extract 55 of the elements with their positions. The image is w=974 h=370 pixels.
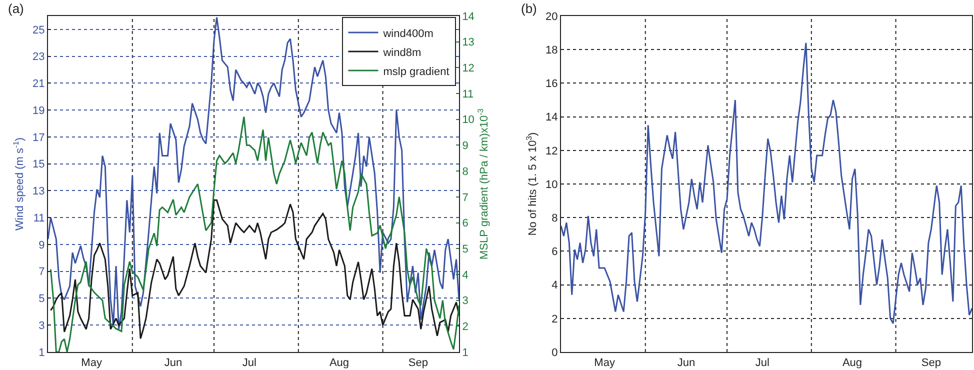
y-tick-label: 7 (38, 266, 45, 278)
y2-tick-label: 3 (462, 295, 468, 308)
x-tick-label: Aug (842, 357, 862, 370)
y-tick-label: 6 (552, 246, 558, 258)
y2-tick-label: 10 (462, 114, 474, 126)
chart-title: (b) (521, 1, 537, 16)
y2-tick-label: 14 (462, 10, 474, 23)
y-tick-label: 21 (32, 78, 45, 90)
y2-tick-label: 12 (462, 62, 474, 75)
legend-label: mslp gradient (383, 66, 450, 78)
x-tick-label: Jun (677, 357, 696, 370)
y-tick-label: 8 (552, 212, 558, 224)
y-tick-label: 4 (552, 280, 558, 292)
y2-tick-label: 6 (462, 218, 468, 230)
y-tick-label: 17 (32, 132, 45, 144)
y-tick-label: 1 (38, 346, 45, 359)
y-tick-label: 12 (546, 145, 558, 158)
line-series (561, 42, 972, 324)
y2-tick-label: 5 (462, 243, 468, 256)
y2-tick-label: 7 (462, 192, 468, 204)
y-tick-label: 14 (546, 112, 558, 124)
y-tick-label: 5 (38, 293, 45, 306)
y2-tick-label: 2 (462, 321, 468, 333)
line-series (50, 116, 459, 352)
chart-title: (a) (8, 1, 24, 16)
y2-tick-label: 4 (462, 269, 468, 282)
y2-tick-label: 8 (462, 166, 468, 178)
y2-tick-label: 11 (462, 88, 474, 100)
y-tick-label: 9 (38, 239, 45, 252)
y2-tick-label: 9 (462, 140, 468, 152)
x-tick-label: Sep (921, 357, 941, 370)
y-tick-label: 10 (546, 178, 558, 191)
x-tick-label: Jun (164, 357, 182, 370)
x-tick-label: May (81, 357, 102, 370)
y-tick-label: 18 (546, 44, 558, 56)
y-tick-label: 16 (546, 78, 558, 90)
y-tick-label: 3 (38, 320, 45, 332)
y-tick-label: 25 (32, 24, 45, 36)
x-tick-label: Jul (755, 357, 770, 370)
x-tick-label: Jul (242, 357, 256, 370)
x-tick-label: May (594, 357, 616, 370)
y-tick-label: 20 (546, 10, 558, 23)
y-tick-label: 0 (552, 346, 558, 359)
y-tick-label: 15 (32, 158, 45, 171)
y-tick-label: 19 (32, 104, 45, 117)
x-tick-label: Aug (329, 357, 350, 370)
legend-label: wind400m (382, 28, 434, 40)
y2-tick-label: 13 (462, 36, 474, 49)
y-tick-label: 23 (32, 51, 45, 64)
y-tick-label: 13 (32, 186, 45, 198)
y2-tick-label: 1 (462, 346, 468, 359)
x-tick-label: Sep (408, 357, 428, 370)
y-tick-label: 2 (552, 313, 558, 326)
y-tick-label: 11 (33, 212, 45, 224)
legend-label: wind8m (382, 46, 422, 59)
